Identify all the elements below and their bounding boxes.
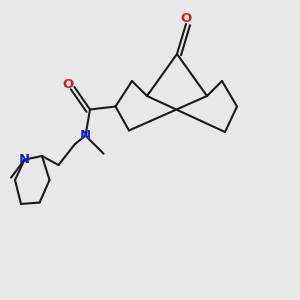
Text: O: O <box>180 12 192 25</box>
Text: O: O <box>62 77 74 91</box>
Text: N: N <box>19 153 30 166</box>
Text: N: N <box>80 129 91 142</box>
